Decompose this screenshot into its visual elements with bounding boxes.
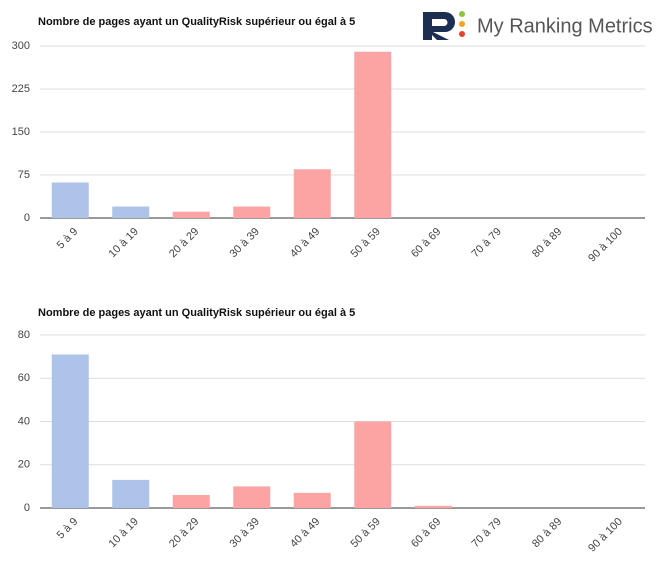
bar — [112, 206, 150, 218]
x-tick-label: 90 à 100 — [586, 226, 625, 265]
x-tick-label: 10 à 19 — [106, 516, 140, 550]
x-tick-label: 50 à 59 — [348, 226, 382, 260]
x-tick-label: 50 à 59 — [348, 516, 382, 550]
logo-dot — [459, 11, 465, 17]
y-tick-label: 150 — [12, 126, 30, 138]
x-tick-label: 30 à 39 — [227, 226, 261, 260]
y-tick-label: 300 — [12, 40, 30, 52]
y-tick-label: 75 — [18, 169, 30, 181]
bar — [414, 505, 452, 508]
bar — [233, 206, 271, 218]
chart-title: Nombre de pages ayant un QualityRisk sup… — [38, 16, 355, 28]
y-tick-label: 0 — [24, 502, 30, 514]
bar — [172, 211, 210, 218]
chart-title: Nombre de pages ayant un QualityRisk sup… — [38, 307, 355, 319]
y-tick-label: 80 — [18, 329, 30, 341]
x-tick-label: 40 à 49 — [288, 516, 322, 550]
x-tick-label: 40 à 49 — [288, 226, 322, 260]
x-tick-label: 20 à 29 — [167, 516, 201, 550]
bar — [112, 479, 150, 508]
x-tick-label: 5 à 9 — [55, 516, 81, 542]
y-tick-label: 0 — [24, 212, 30, 224]
x-tick-label: 30 à 39 — [227, 516, 261, 550]
bar — [354, 421, 392, 508]
logo-dot — [459, 21, 465, 27]
bar — [293, 492, 331, 508]
x-tick-label: 80 à 89 — [530, 516, 564, 550]
logo-r — [423, 12, 455, 40]
logo-dot — [459, 31, 465, 37]
bar — [51, 182, 89, 218]
x-tick-label: 5 à 9 — [55, 226, 81, 252]
logo-icon — [423, 11, 465, 40]
bar — [51, 354, 89, 508]
bar — [293, 169, 331, 218]
x-tick-label: 60 à 69 — [409, 226, 443, 260]
y-tick-label: 225 — [12, 83, 30, 95]
y-tick-label: 20 — [18, 459, 30, 471]
bar — [172, 495, 210, 508]
y-tick-label: 40 — [18, 415, 30, 427]
x-tick-label: 20 à 29 — [167, 226, 201, 260]
logo-text: My Ranking Metrics — [477, 15, 653, 37]
bar — [233, 486, 271, 508]
x-tick-label: 70 à 79 — [469, 226, 503, 260]
x-tick-label: 10 à 19 — [106, 226, 140, 260]
bar — [354, 51, 392, 218]
y-tick-label: 60 — [18, 372, 30, 384]
x-tick-label: 60 à 69 — [409, 516, 443, 550]
x-tick-label: 70 à 79 — [469, 516, 503, 550]
x-tick-label: 80 à 89 — [530, 226, 564, 260]
x-tick-label: 90 à 100 — [586, 516, 625, 555]
